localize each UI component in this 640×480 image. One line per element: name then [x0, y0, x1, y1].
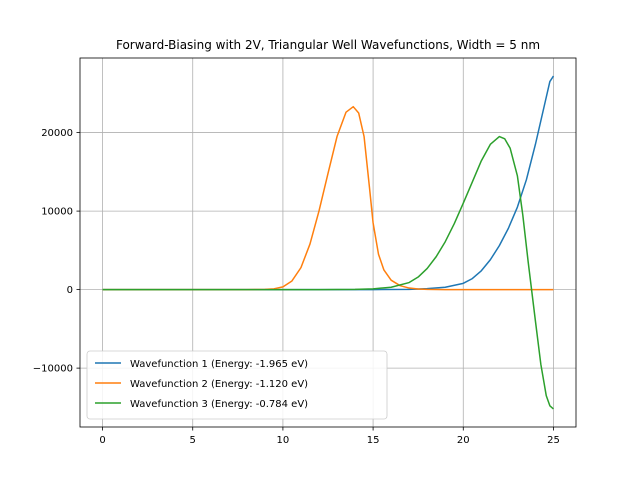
chart-title: Forward-Biasing with 2V, Triangular Well…	[116, 38, 540, 52]
y-tick-label: 10000	[41, 207, 73, 218]
y-tick-label: −10000	[33, 364, 73, 375]
legend-box	[86, 350, 388, 420]
x-tick-label: 20	[457, 435, 470, 446]
axes-frame	[79, 57, 577, 428]
series-line-1	[102, 75, 555, 291]
y-tick-label: 20000	[41, 128, 73, 139]
series-line-2	[102, 105, 554, 291]
legend-label-2: Wavefunction 2 (Energy: -1.120 eV)	[130, 379, 308, 390]
x-tick-label: 0	[99, 435, 105, 446]
y-tick-label: 0	[67, 285, 73, 296]
x-tick-label: 15	[367, 435, 380, 446]
x-tick-label: 5	[190, 435, 196, 446]
x-tick-label: 10	[277, 435, 290, 446]
legend-label-3: Wavefunction 3 (Energy: -0.784 eV)	[130, 399, 308, 410]
x-tick-label: 25	[547, 435, 560, 446]
legend-label-1: Wavefunction 1 (Energy: -1.965 eV)	[130, 359, 308, 370]
series-line-3	[102, 135, 554, 410]
plot-area: 0 5 10 15 20 25 −10000 0 10000 20000 Wavefunction …	[33, 57, 577, 446]
